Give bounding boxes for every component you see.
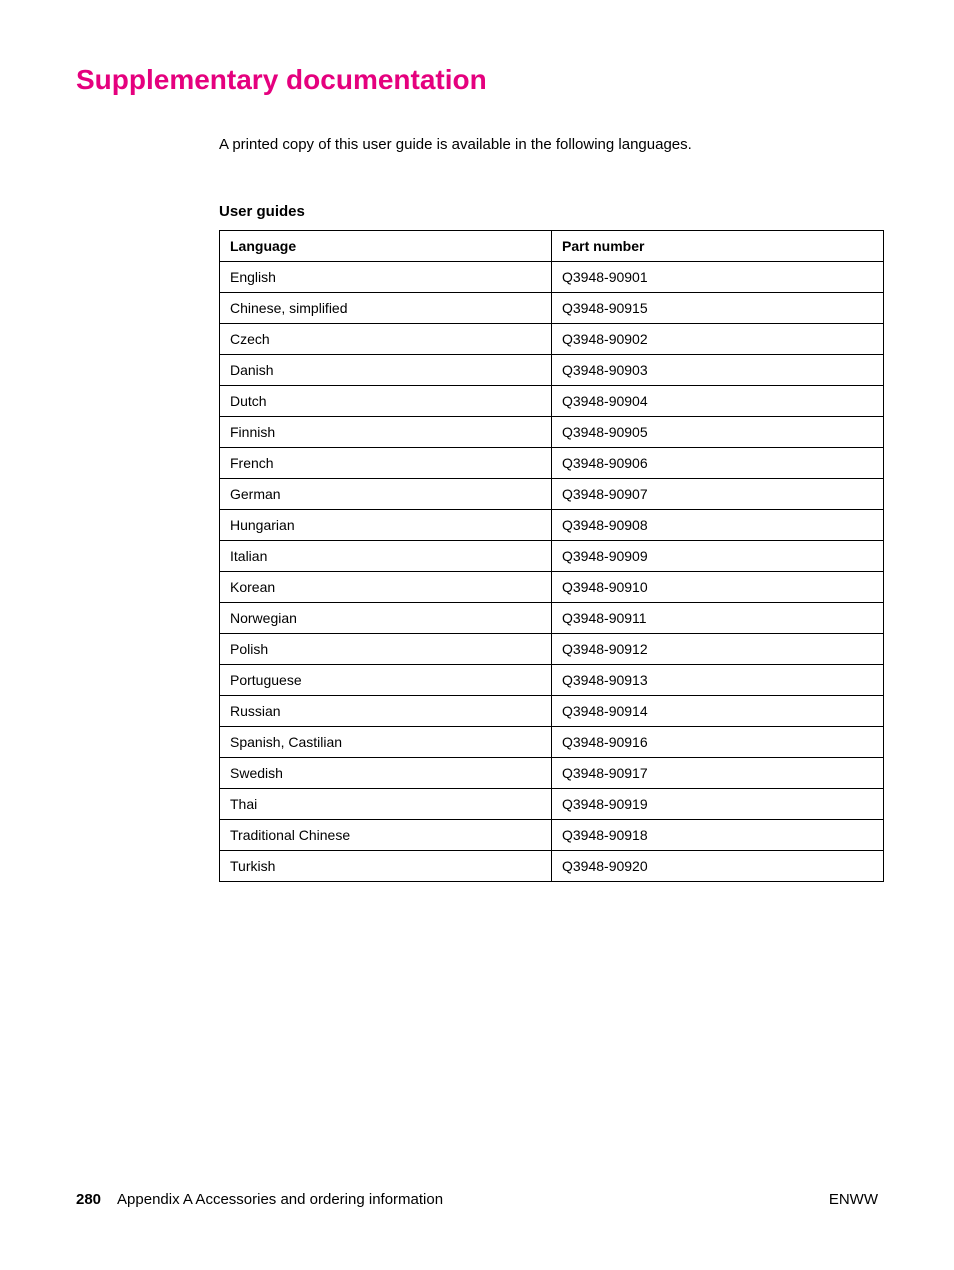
cell-part-number: Q3948-90919 [552, 789, 884, 820]
table-row: Traditional ChineseQ3948-90918 [220, 820, 884, 851]
intro-paragraph: A printed copy of this user guide is ava… [219, 136, 878, 153]
table-row: EnglishQ3948-90901 [220, 262, 884, 293]
footer-left: 280 Appendix A Accessories and ordering … [76, 1191, 443, 1208]
page-number: 280 [76, 1191, 101, 1208]
table-row: PolishQ3948-90912 [220, 634, 884, 665]
cell-part-number: Q3948-90913 [552, 665, 884, 696]
cell-language: Korean [220, 572, 552, 603]
table-header-row: Language Part number [220, 231, 884, 262]
table-row: DutchQ3948-90904 [220, 386, 884, 417]
cell-language: Russian [220, 696, 552, 727]
cell-language: Chinese, simplified [220, 293, 552, 324]
cell-part-number: Q3948-90904 [552, 386, 884, 417]
cell-part-number: Q3948-90909 [552, 541, 884, 572]
cell-part-number: Q3948-90901 [552, 262, 884, 293]
cell-language: English [220, 262, 552, 293]
table-row: Spanish, CastilianQ3948-90916 [220, 727, 884, 758]
cell-language: French [220, 448, 552, 479]
column-header-part-number: Part number [552, 231, 884, 262]
page-title: Supplementary documentation [76, 64, 878, 96]
table-row: GermanQ3948-90907 [220, 479, 884, 510]
cell-part-number: Q3948-90910 [552, 572, 884, 603]
cell-language: Italian [220, 541, 552, 572]
table-row: ItalianQ3948-90909 [220, 541, 884, 572]
cell-language: Portuguese [220, 665, 552, 696]
cell-language: Norwegian [220, 603, 552, 634]
cell-language: Turkish [220, 851, 552, 882]
cell-part-number: Q3948-90902 [552, 324, 884, 355]
cell-part-number: Q3948-90920 [552, 851, 884, 882]
appendix-label: Appendix A Accessories and ordering info… [117, 1191, 443, 1208]
column-header-language: Language [220, 231, 552, 262]
cell-part-number: Q3948-90906 [552, 448, 884, 479]
cell-part-number: Q3948-90915 [552, 293, 884, 324]
cell-language: Thai [220, 789, 552, 820]
cell-part-number: Q3948-90911 [552, 603, 884, 634]
cell-language: Swedish [220, 758, 552, 789]
table-row: FinnishQ3948-90905 [220, 417, 884, 448]
table-caption: User guides [219, 203, 878, 220]
cell-language: Hungarian [220, 510, 552, 541]
table-row: RussianQ3948-90914 [220, 696, 884, 727]
cell-part-number: Q3948-90908 [552, 510, 884, 541]
table-row: NorwegianQ3948-90911 [220, 603, 884, 634]
table-row: PortugueseQ3948-90913 [220, 665, 884, 696]
cell-part-number: Q3948-90916 [552, 727, 884, 758]
table-row: Chinese, simplifiedQ3948-90915 [220, 293, 884, 324]
cell-part-number: Q3948-90918 [552, 820, 884, 851]
cell-part-number: Q3948-90903 [552, 355, 884, 386]
user-guides-table: Language Part number EnglishQ3948-90901C… [219, 230, 884, 882]
cell-language: Dutch [220, 386, 552, 417]
table-row: KoreanQ3948-90910 [220, 572, 884, 603]
table-row: HungarianQ3948-90908 [220, 510, 884, 541]
cell-language: Finnish [220, 417, 552, 448]
cell-part-number: Q3948-90912 [552, 634, 884, 665]
table-row: CzechQ3948-90902 [220, 324, 884, 355]
cell-part-number: Q3948-90917 [552, 758, 884, 789]
cell-language: Danish [220, 355, 552, 386]
cell-language: Polish [220, 634, 552, 665]
table-row: DanishQ3948-90903 [220, 355, 884, 386]
table-row: SwedishQ3948-90917 [220, 758, 884, 789]
cell-language: German [220, 479, 552, 510]
table-row: ThaiQ3948-90919 [220, 789, 884, 820]
cell-part-number: Q3948-90905 [552, 417, 884, 448]
page-footer: 280 Appendix A Accessories and ordering … [76, 1191, 878, 1208]
cell-language: Czech [220, 324, 552, 355]
cell-language: Traditional Chinese [220, 820, 552, 851]
cell-language: Spanish, Castilian [220, 727, 552, 758]
cell-part-number: Q3948-90907 [552, 479, 884, 510]
footer-right: ENWW [829, 1191, 878, 1208]
table-row: FrenchQ3948-90906 [220, 448, 884, 479]
table-row: TurkishQ3948-90920 [220, 851, 884, 882]
cell-part-number: Q3948-90914 [552, 696, 884, 727]
